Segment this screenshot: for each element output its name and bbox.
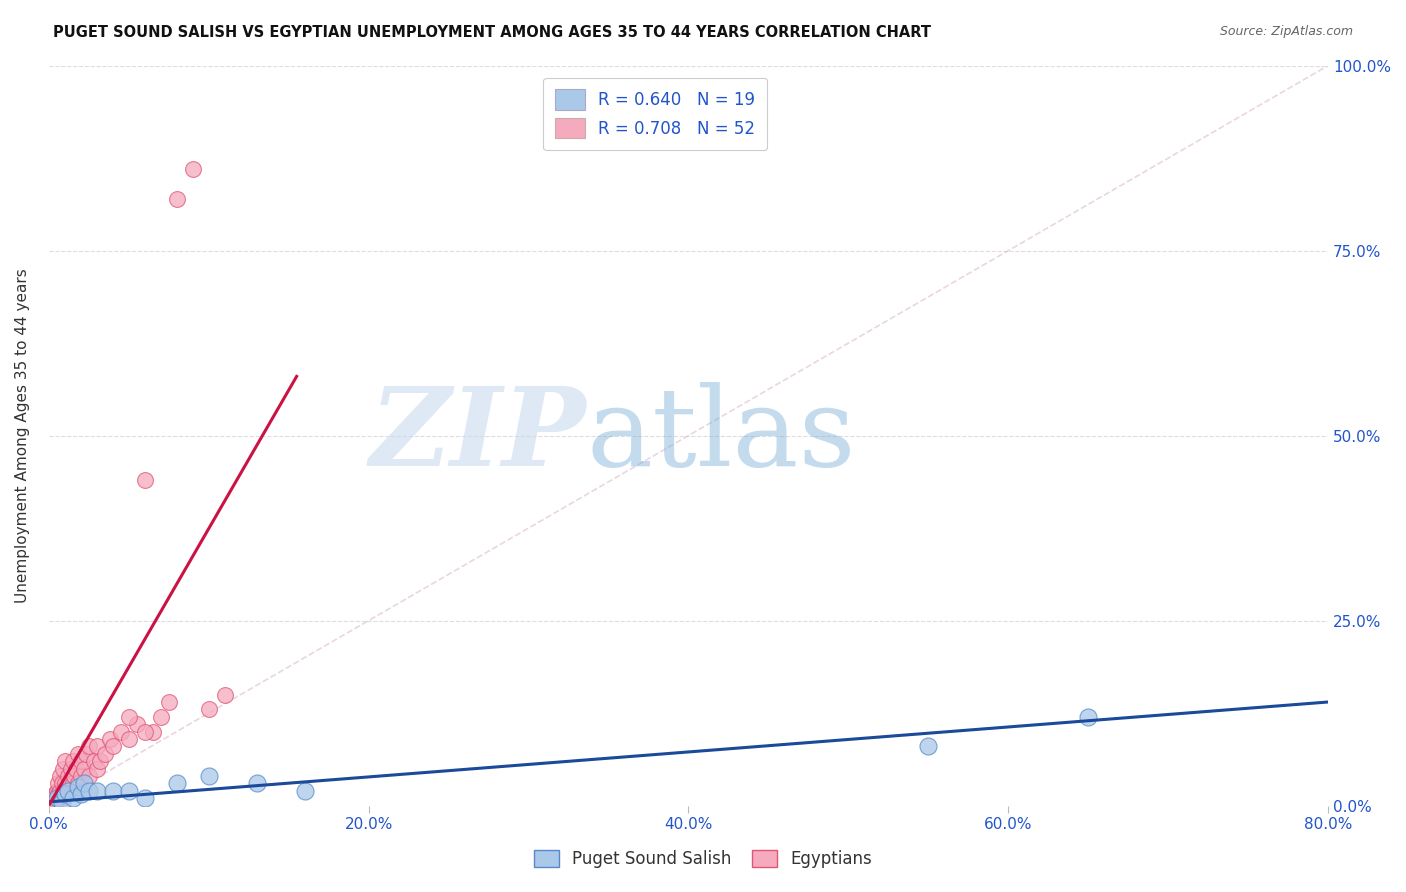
Point xyxy=(51,795,73,809)
Point xyxy=(53,788,76,802)
Legend: Puget Sound Salish, Egyptians: Puget Sound Salish, Egyptians xyxy=(526,842,880,877)
Point xyxy=(62,754,84,768)
Point xyxy=(89,754,111,768)
Point xyxy=(66,747,89,761)
Point xyxy=(86,784,108,798)
Point xyxy=(86,739,108,754)
Point xyxy=(214,688,236,702)
Point xyxy=(246,776,269,790)
Point xyxy=(65,762,87,776)
Point xyxy=(77,739,100,754)
Point xyxy=(69,754,91,768)
Point xyxy=(69,769,91,783)
Point xyxy=(49,769,72,783)
Point xyxy=(44,788,66,802)
Point xyxy=(41,791,63,805)
Point xyxy=(46,776,69,790)
Point xyxy=(917,739,939,754)
Point xyxy=(56,784,79,798)
Point xyxy=(53,754,76,768)
Point xyxy=(58,776,80,790)
Point xyxy=(166,776,188,790)
Point xyxy=(118,784,141,798)
Point xyxy=(52,762,75,776)
Point xyxy=(134,473,156,487)
Point xyxy=(66,780,89,794)
Point xyxy=(157,695,180,709)
Point xyxy=(53,788,76,802)
Point xyxy=(118,710,141,724)
Point xyxy=(51,791,73,805)
Point xyxy=(56,784,79,798)
Point xyxy=(101,784,124,798)
Point xyxy=(1077,710,1099,724)
Point xyxy=(134,791,156,805)
Point xyxy=(75,747,97,761)
Point xyxy=(46,788,69,802)
Point xyxy=(51,776,73,790)
Text: Source: ZipAtlas.com: Source: ZipAtlas.com xyxy=(1219,25,1353,38)
Point xyxy=(134,724,156,739)
Point xyxy=(181,162,204,177)
Point xyxy=(42,795,65,809)
Point xyxy=(118,731,141,746)
Point xyxy=(166,192,188,206)
Point xyxy=(294,784,316,798)
Text: ZIP: ZIP xyxy=(370,382,586,490)
Point xyxy=(63,769,86,783)
Point xyxy=(56,769,79,783)
Point xyxy=(83,754,105,768)
Point xyxy=(101,739,124,754)
Point xyxy=(125,717,148,731)
Point xyxy=(86,762,108,776)
Point xyxy=(77,769,100,783)
Point xyxy=(45,791,67,805)
Point xyxy=(73,776,96,790)
Point xyxy=(73,762,96,776)
Point xyxy=(197,702,219,716)
Point xyxy=(98,731,121,746)
Point xyxy=(142,724,165,739)
Point xyxy=(60,762,83,776)
Point xyxy=(93,747,115,761)
Point xyxy=(45,791,67,805)
Point xyxy=(62,791,84,805)
Point xyxy=(149,710,172,724)
Text: atlas: atlas xyxy=(586,382,856,489)
Text: PUGET SOUND SALISH VS EGYPTIAN UNEMPLOYMENT AMONG AGES 35 TO 44 YEARS CORRELATIO: PUGET SOUND SALISH VS EGYPTIAN UNEMPLOYM… xyxy=(53,25,931,40)
Point xyxy=(110,724,132,739)
Point xyxy=(53,776,76,790)
Point xyxy=(69,788,91,802)
Y-axis label: Unemployment Among Ages 35 to 44 years: Unemployment Among Ages 35 to 44 years xyxy=(15,268,30,603)
Point xyxy=(49,784,72,798)
Point xyxy=(66,776,89,790)
Point xyxy=(62,776,84,790)
Point xyxy=(77,784,100,798)
Legend: R = 0.640   N = 19, R = 0.708   N = 52: R = 0.640 N = 19, R = 0.708 N = 52 xyxy=(543,78,766,150)
Point xyxy=(52,784,75,798)
Point xyxy=(45,784,67,798)
Point xyxy=(197,769,219,783)
